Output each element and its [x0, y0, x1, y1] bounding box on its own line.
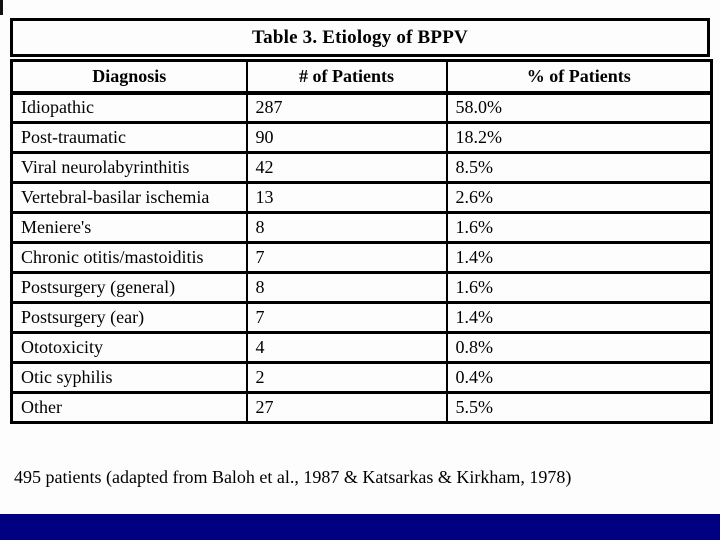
table-header-row: Diagnosis # of Patients % of Patients [10, 59, 713, 95]
percent-cell: 0.8% [445, 331, 713, 364]
diagnosis-cell: Vertebral-basilar ischemia [10, 181, 248, 214]
patients-cell: 27 [245, 391, 448, 424]
diagnosis-cell: Meniere's [10, 211, 248, 244]
patients-cell: 8 [245, 211, 448, 244]
column-header-patients: # of Patients [245, 59, 448, 95]
table-row: Post-traumatic 90 18.2% [10, 121, 713, 154]
table-row: Idiopathic 287 58.0% [10, 91, 713, 124]
diagnosis-cell: Viral neurolabyrinthitis [10, 151, 248, 184]
diagnosis-cell: Chronic otitis/mastoiditis [10, 241, 248, 274]
percent-cell: 18.2% [445, 121, 713, 154]
percent-cell: 5.5% [445, 391, 713, 424]
diagnosis-cell: Other [10, 391, 248, 424]
percent-cell: 58.0% [445, 91, 713, 124]
patients-cell: 4 [245, 331, 448, 364]
table-row: Meniere's 8 1.6% [10, 211, 713, 244]
table-title: Table 3. Etiology of BPPV [252, 26, 468, 48]
patients-cell: 2 [245, 361, 448, 394]
patients-cell: 90 [245, 121, 448, 154]
patients-cell: 7 [245, 301, 448, 334]
column-header-percent: % of Patients [445, 59, 713, 95]
percent-cell: 1.4% [445, 301, 713, 334]
percent-cell: 0.4% [445, 361, 713, 394]
table-row: Chronic otitis/mastoiditis 7 1.4% [10, 241, 713, 274]
diagnosis-cell: Otic syphilis [10, 361, 248, 394]
percent-cell: 1.6% [445, 211, 713, 244]
table-row: Postsurgery (ear) 7 1.4% [10, 301, 713, 334]
percent-cell: 8.5% [445, 151, 713, 184]
source-note: 495 patients (adapted from Baloh et al.,… [14, 467, 572, 487]
patients-cell: 8 [245, 271, 448, 304]
percent-cell: 1.4% [445, 241, 713, 274]
etiology-table: Diagnosis # of Patients % of Patients Id… [10, 59, 713, 424]
diagnosis-cell: Post-traumatic [10, 121, 248, 154]
diagnosis-cell: Postsurgery (general) [10, 271, 248, 304]
percent-cell: 1.6% [445, 271, 713, 304]
table-row: Other 27 5.5% [10, 391, 713, 424]
diagnosis-cell: Idiopathic [10, 91, 248, 124]
top-left-edge-artifact [0, 0, 3, 15]
percent-cell: 2.6% [445, 181, 713, 214]
patients-cell: 7 [245, 241, 448, 274]
table-row: Otic syphilis 2 0.4% [10, 361, 713, 394]
patients-cell: 42 [245, 151, 448, 184]
diagnosis-cell: Postsurgery (ear) [10, 301, 248, 334]
bottom-accent-bar [0, 514, 720, 540]
patients-cell: 287 [245, 91, 448, 124]
patients-cell: 13 [245, 181, 448, 214]
diagnosis-cell: Ototoxicity [10, 331, 248, 364]
table-row: Ototoxicity 4 0.8% [10, 331, 713, 364]
table-row: Viral neurolabyrinthitis 42 8.5% [10, 151, 713, 184]
table-row: Postsurgery (general) 8 1.6% [10, 271, 713, 304]
column-header-diagnosis: Diagnosis [10, 59, 248, 95]
table-row: Vertebral-basilar ischemia 13 2.6% [10, 181, 713, 214]
table-title-box: Table 3. Etiology of BPPV [10, 18, 710, 57]
